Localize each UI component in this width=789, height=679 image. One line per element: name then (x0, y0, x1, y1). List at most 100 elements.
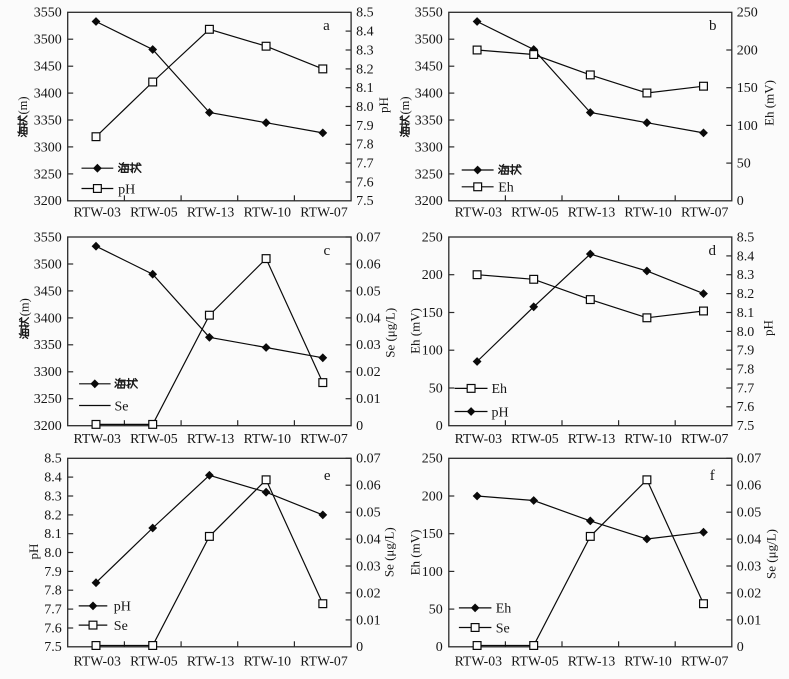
svg-text:RTW-07: RTW-07 (681, 205, 729, 220)
svg-text:Se: Se (496, 621, 510, 636)
svg-text:RTW-07: RTW-07 (300, 205, 348, 220)
svg-text:8.5: 8.5 (356, 6, 374, 21)
svg-text:3300: 3300 (34, 140, 62, 155)
svg-text:RTW-07: RTW-07 (300, 654, 348, 669)
svg-text:0.02: 0.02 (356, 586, 381, 601)
svg-text:8.4: 8.4 (737, 249, 755, 264)
svg-text:8.1: 8.1 (356, 81, 374, 96)
svg-text:250: 250 (422, 452, 443, 467)
svg-text:8.1: 8.1 (44, 527, 62, 542)
svg-text:3450: 3450 (34, 60, 62, 75)
svg-text:RTW-03: RTW-03 (73, 654, 121, 669)
svg-text:8.2: 8.2 (356, 62, 374, 77)
svg-text:3450: 3450 (415, 60, 443, 75)
svg-text:f: f (710, 468, 715, 484)
svg-text:7.7: 7.7 (737, 381, 755, 396)
svg-text:7.6: 7.6 (356, 175, 374, 190)
svg-text:d: d (709, 243, 717, 259)
svg-text:0.05: 0.05 (737, 506, 762, 521)
svg-text:pH: pH (376, 97, 391, 113)
svg-text:3500: 3500 (415, 33, 443, 48)
svg-text:100: 100 (422, 565, 443, 580)
svg-text:200: 200 (422, 268, 443, 283)
svg-text:RTW-05: RTW-05 (130, 654, 178, 669)
svg-text:RTW-05: RTW-05 (511, 205, 559, 220)
svg-text:RTW-05: RTW-05 (130, 431, 178, 446)
svg-text:7.8: 7.8 (737, 363, 755, 378)
svg-text:RTW-03: RTW-03 (455, 654, 503, 669)
svg-text:(m): (m) (16, 96, 30, 114)
svg-text:3250: 3250 (34, 167, 62, 182)
svg-text:7.7: 7.7 (356, 157, 374, 172)
svg-text:3300: 3300 (34, 365, 62, 380)
svg-text:8.0: 8.0 (356, 100, 374, 115)
svg-text:RTW-13: RTW-13 (568, 654, 616, 669)
svg-text:0.03: 0.03 (737, 559, 762, 574)
svg-text:3350: 3350 (34, 113, 62, 128)
svg-text:0.05: 0.05 (356, 506, 381, 521)
svg-text:RTW-10: RTW-10 (244, 205, 292, 220)
svg-text:0.02: 0.02 (356, 365, 381, 380)
svg-text:RTW-07: RTW-07 (681, 431, 729, 446)
svg-text:Eh (mV): Eh (mV) (408, 308, 423, 354)
svg-text:50: 50 (429, 603, 443, 618)
svg-text:RTW-10: RTW-10 (624, 654, 672, 669)
svg-text:8.0: 8.0 (44, 546, 62, 561)
svg-text:RTW-03: RTW-03 (73, 205, 121, 220)
svg-text:pH: pH (118, 182, 135, 197)
svg-text:7.9: 7.9 (356, 119, 374, 134)
svg-text:pH: pH (492, 405, 509, 420)
svg-text:RTW-10: RTW-10 (624, 205, 672, 220)
svg-text:7.9: 7.9 (737, 344, 755, 359)
svg-text:7.8: 7.8 (356, 138, 374, 153)
svg-text:b: b (709, 18, 717, 34)
svg-text:3300: 3300 (415, 140, 443, 155)
svg-text:8.3: 8.3 (44, 489, 62, 504)
svg-text:Se (μg/L): Se (μg/L) (383, 308, 398, 358)
svg-text:RTW-10: RTW-10 (244, 654, 292, 669)
svg-text:3500: 3500 (34, 257, 62, 272)
svg-text:Se: Se (114, 619, 128, 634)
svg-text:3400: 3400 (34, 311, 62, 326)
svg-text:150: 150 (737, 81, 758, 96)
svg-text:7.8: 7.8 (44, 584, 62, 599)
svg-text:RTW-07: RTW-07 (300, 431, 348, 446)
svg-text:150: 150 (422, 527, 443, 542)
svg-text:Eh (mV): Eh (mV) (408, 530, 423, 576)
svg-text:3200: 3200 (34, 419, 62, 434)
svg-text:0: 0 (436, 640, 443, 655)
svg-text:e: e (324, 468, 331, 484)
svg-text:0: 0 (737, 640, 744, 655)
svg-text:3350: 3350 (34, 338, 62, 353)
svg-text:250: 250 (737, 6, 758, 21)
svg-text:RTW-03: RTW-03 (455, 431, 503, 446)
svg-text:Eh: Eh (492, 382, 508, 397)
svg-text:RTW-13: RTW-13 (187, 431, 235, 446)
svg-text:7.7: 7.7 (44, 603, 62, 618)
svg-text:200: 200 (737, 43, 758, 58)
svg-text:RTW-05: RTW-05 (511, 654, 559, 669)
svg-text:50: 50 (737, 157, 751, 172)
svg-text:RTW-13: RTW-13 (187, 205, 235, 220)
svg-text:8.5: 8.5 (44, 452, 62, 467)
svg-text:100: 100 (422, 344, 443, 359)
svg-text:8.4: 8.4 (356, 25, 374, 40)
svg-text:Eh (mV): Eh (mV) (762, 80, 777, 126)
svg-text:150: 150 (422, 306, 443, 321)
svg-text:3550: 3550 (34, 230, 62, 245)
svg-text:3200: 3200 (415, 194, 443, 209)
svg-text:8.2: 8.2 (737, 287, 755, 302)
svg-text:8.5: 8.5 (737, 230, 755, 245)
svg-text:3450: 3450 (34, 284, 62, 299)
svg-text:0.04: 0.04 (356, 311, 381, 326)
svg-text:0.04: 0.04 (737, 533, 762, 548)
svg-text:RTW-10: RTW-10 (624, 431, 672, 446)
svg-text:0.01: 0.01 (356, 613, 381, 628)
svg-text:Eh: Eh (496, 602, 512, 617)
svg-text:0.04: 0.04 (356, 533, 381, 548)
svg-text:50: 50 (429, 381, 443, 396)
svg-text:7.6: 7.6 (737, 400, 755, 415)
svg-text:7.9: 7.9 (44, 565, 62, 580)
svg-text:RTW-13: RTW-13 (568, 431, 616, 446)
svg-text:3400: 3400 (415, 87, 443, 102)
